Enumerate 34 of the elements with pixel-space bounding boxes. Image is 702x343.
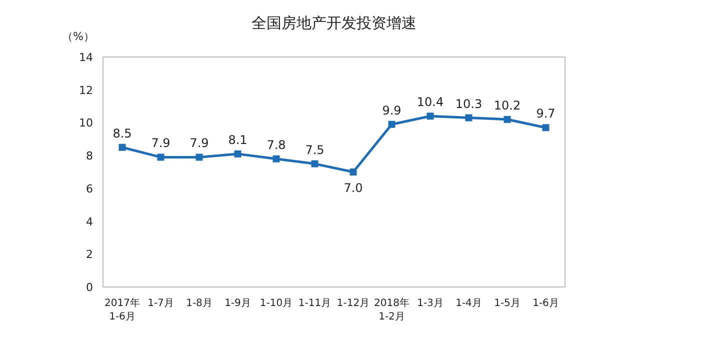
- data-label: 7.8: [266, 138, 286, 152]
- ytick: 8: [86, 150, 93, 163]
- ytick: 14: [79, 51, 93, 64]
- xtick: 1-8月: [186, 298, 212, 309]
- xtick: 1-9月: [224, 298, 251, 309]
- data-label: 10.2: [494, 98, 521, 112]
- data-label: 9.9: [382, 103, 402, 118]
- xtick: 1-4月: [456, 298, 482, 309]
- ytick: 6: [86, 182, 93, 196]
- data-label: 9.7: [536, 106, 556, 121]
- xtick: 1-5月: [494, 298, 520, 309]
- xtick: 1-3月: [417, 298, 444, 309]
- data-label: 7.0: [344, 181, 363, 195]
- data-label: 8.1: [228, 132, 248, 147]
- data-label: 8.5: [112, 126, 132, 140]
- xtick: 1-11月: [298, 298, 332, 309]
- ytick: 10: [79, 116, 93, 130]
- data-label: 10.4: [416, 95, 444, 110]
- ytick: 0: [86, 281, 93, 294]
- ytick: 12: [79, 84, 93, 97]
- xtick: 2018年 1-2月: [374, 298, 410, 322]
- title: 全国房地产开发投资增速: [252, 14, 416, 32]
- data-label: 7.5: [305, 142, 324, 157]
- ytick: 4: [86, 215, 93, 228]
- xtick: 1-6月: [532, 298, 559, 309]
- data-label: 10.3: [455, 96, 482, 111]
- ytick: 2: [86, 248, 93, 262]
- xtick: 1-12月: [336, 298, 370, 309]
- xtick: 1-10月: [260, 298, 293, 309]
- ylabel: （%）: [62, 30, 94, 43]
- data-label: 7.9: [190, 136, 209, 150]
- data-label: 7.9: [151, 136, 170, 150]
- xtick: 2017年 1-6月: [104, 298, 140, 322]
- xtick: 1-7月: [148, 298, 174, 309]
